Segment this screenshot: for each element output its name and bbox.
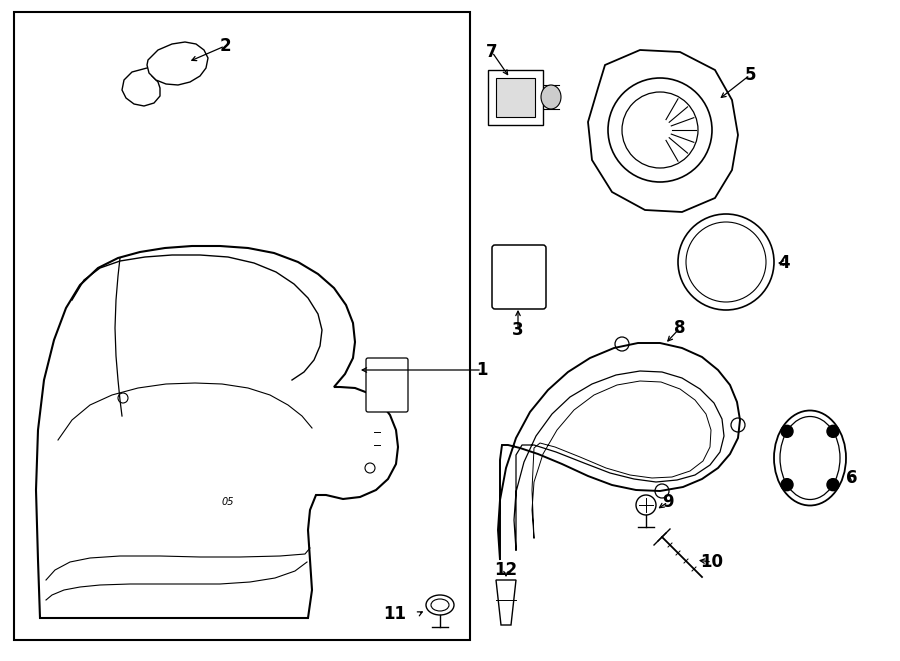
Bar xyxy=(496,78,535,117)
Text: 4: 4 xyxy=(778,254,790,272)
Ellipse shape xyxy=(541,85,561,109)
Text: 2: 2 xyxy=(220,37,230,55)
Text: 5: 5 xyxy=(744,66,756,84)
FancyBboxPatch shape xyxy=(366,358,408,412)
Circle shape xyxy=(827,425,839,438)
Text: 8: 8 xyxy=(674,319,686,337)
Circle shape xyxy=(781,425,793,438)
Ellipse shape xyxy=(426,595,454,615)
Text: 3: 3 xyxy=(512,321,524,339)
Text: 10: 10 xyxy=(700,553,724,571)
Bar xyxy=(488,70,543,125)
Text: 11: 11 xyxy=(383,605,406,623)
Polygon shape xyxy=(147,42,208,85)
Polygon shape xyxy=(498,343,740,560)
Circle shape xyxy=(781,479,793,490)
Polygon shape xyxy=(496,580,516,625)
Text: 7: 7 xyxy=(486,43,498,61)
Text: 12: 12 xyxy=(494,561,518,579)
Polygon shape xyxy=(588,50,738,212)
Text: 9: 9 xyxy=(662,493,674,511)
Bar xyxy=(14,12,470,640)
Text: 1: 1 xyxy=(476,361,488,379)
Text: 05: 05 xyxy=(221,497,234,507)
Circle shape xyxy=(827,479,839,490)
Text: 6: 6 xyxy=(846,469,858,487)
Polygon shape xyxy=(36,246,398,618)
FancyBboxPatch shape xyxy=(492,245,546,309)
